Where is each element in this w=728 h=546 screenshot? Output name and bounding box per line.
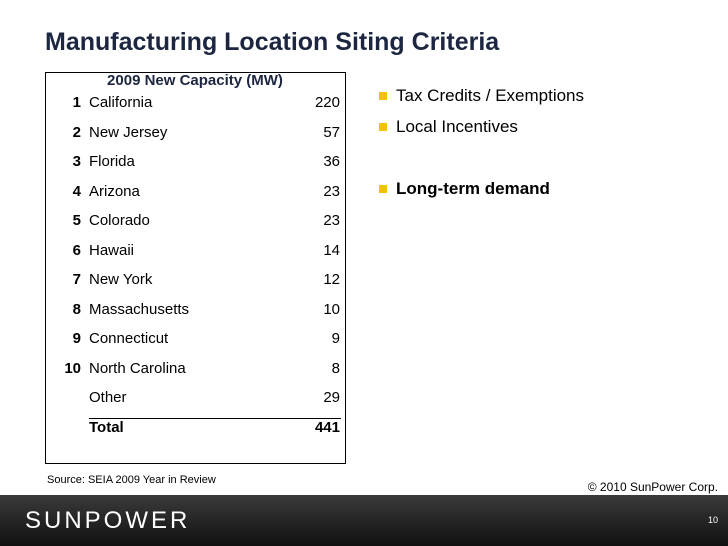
capacity: 29 (323, 389, 340, 406)
table-frame (45, 72, 346, 464)
capacity: 14 (323, 241, 340, 259)
page-number: 10 (707, 515, 718, 525)
logo: SUNPOWER (25, 507, 191, 534)
total-rule (89, 418, 341, 419)
capacity: 8 (331, 359, 340, 377)
state-name: Colorado (89, 212, 150, 229)
state-name: Massachusetts (89, 300, 190, 318)
state-name: Connecticut (89, 330, 169, 347)
state-name: Hawaii (89, 241, 135, 259)
capacity: 23 (323, 182, 340, 200)
capacity: 9 (331, 330, 340, 347)
bullet-marker (379, 123, 387, 131)
rank: 6 (72, 241, 81, 259)
rank: 10 (64, 359, 81, 377)
state-name: California (89, 94, 153, 111)
rank: 5 (72, 212, 81, 229)
capacity: 23 (323, 212, 340, 229)
bullet-text: Local Incentives (396, 117, 518, 136)
capacity: 220 (314, 94, 340, 111)
bullet-marker (379, 185, 387, 193)
state-name: Arizona (89, 182, 140, 200)
rank: 1 (72, 94, 81, 111)
rank: 4 (72, 182, 81, 200)
total-label: Total (89, 418, 124, 436)
total-value: 441 (314, 418, 340, 436)
footer-band: SUNPOWER 10 (0, 495, 728, 546)
state-name: North Carolina (89, 359, 186, 377)
rank: 2 (72, 123, 81, 141)
bullet-marker (379, 92, 387, 100)
capacity: 36 (323, 153, 340, 170)
rank: 9 (72, 330, 81, 347)
state-name: Florida (89, 153, 135, 170)
rank: 8 (72, 300, 81, 318)
rank: 7 (72, 271, 81, 288)
state-name: New York (89, 271, 153, 288)
capacity: 10 (323, 300, 340, 318)
state-name: Other (89, 389, 127, 406)
rank: 3 (72, 153, 81, 170)
bullet-text: Long-term demand (396, 179, 550, 198)
copyright: © 2010 SunPower Corp. (587, 480, 718, 494)
table-title: 2009 New Capacity (MW) (107, 72, 283, 89)
state-name: New Jersey (89, 123, 168, 141)
capacity: 12 (323, 271, 340, 288)
source: Source: SEIA 2009 Year in Review (47, 474, 216, 486)
slide-title: Manufacturing Location Siting Criteria (45, 28, 500, 56)
bullet-text: Tax Credits / Exemptions (396, 86, 585, 105)
capacity: 57 (323, 123, 340, 141)
